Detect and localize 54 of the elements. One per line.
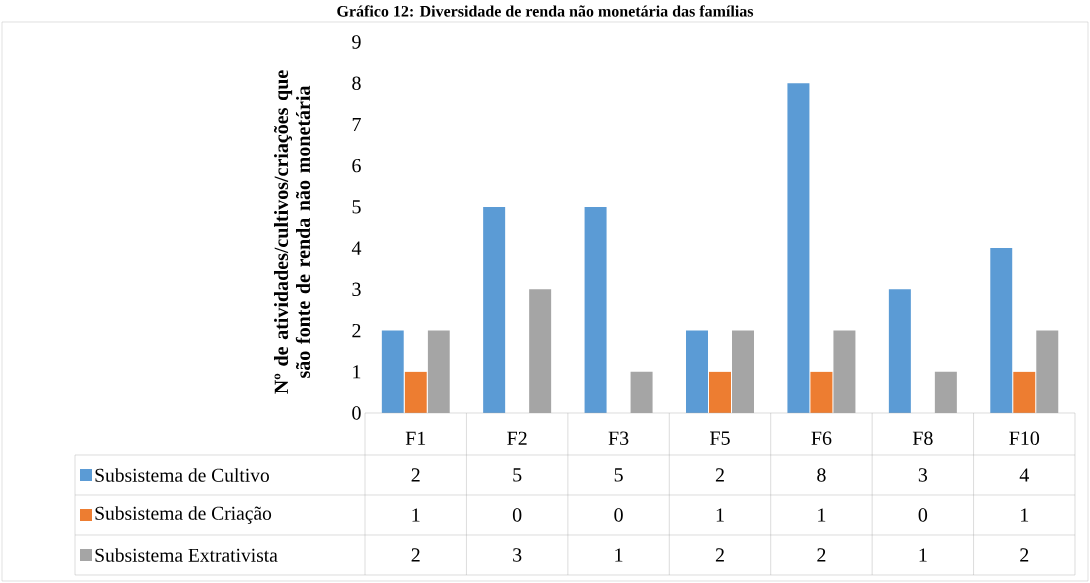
bar [1013, 371, 1036, 413]
data-label: 1 [716, 508, 724, 522]
bar [584, 206, 607, 413]
data-label: 5 [614, 468, 623, 482]
x-tick-label: F2 [507, 431, 527, 445]
x-tick-label: F8 [912, 431, 933, 445]
x-tick-label: F1 [405, 431, 426, 445]
y-tick-label: 4 [351, 241, 362, 255]
data-label: 1 [818, 508, 826, 522]
bar [483, 206, 506, 413]
y-tick-label: 7 [352, 117, 361, 131]
bar [990, 248, 1013, 413]
y-tick-label: 8 [352, 76, 361, 90]
bar [810, 371, 833, 413]
data-label: 1 [1021, 508, 1029, 522]
y-tick-label: 1 [353, 365, 361, 379]
data-label: 2 [715, 548, 724, 562]
data-label: 2 [411, 468, 420, 482]
data-label: 2 [411, 548, 420, 562]
data-label: 1 [412, 508, 420, 522]
y-tick-label: 9 [352, 35, 361, 49]
x-tick-label: F5 [710, 431, 730, 445]
data-label: 2 [1020, 548, 1029, 562]
data-label: 2 [817, 548, 826, 562]
data-label: 4 [1019, 468, 1029, 482]
x-tick-label: F10 [1009, 431, 1040, 445]
y-tick-label: 3 [352, 282, 361, 297]
y-tick-label: 0 [352, 406, 361, 420]
legend-label: Subsistema de Criação [95, 506, 272, 524]
legend-label: Subsistema Extrativista [95, 548, 278, 562]
data-label: 3 [513, 548, 522, 562]
y-tick-label: 2 [352, 323, 361, 338]
y-tick-label: 5 [352, 200, 361, 214]
data-label: 0 [918, 508, 928, 522]
data-label: 2 [715, 468, 724, 482]
bar [709, 371, 731, 413]
data-label: 0 [614, 508, 623, 522]
bar [404, 371, 427, 413]
data-label: 1 [919, 548, 927, 562]
chart-title: Gráfico 12: Diversidade de renda não monetária das famílias [337, 5, 754, 17]
bar [686, 330, 708, 413]
data-label: 3 [918, 468, 928, 482]
x-tick-label: F3 [608, 431, 629, 445]
x-tick-label: F6 [811, 431, 832, 445]
y-tick-label: 6 [352, 158, 361, 173]
bar [787, 83, 810, 413]
data-label: 0 [512, 508, 522, 522]
data-label: 8 [817, 468, 826, 482]
y-axis-title: Nº de atividades/cultivos/criações que são fonte de renda não monetária [273, 70, 311, 394]
legend-label: Subsistema de Cultivo [95, 468, 269, 482]
data-label: 5 [513, 468, 522, 482]
bar [381, 330, 404, 413]
data-label: 1 [615, 548, 623, 562]
bar [888, 289, 911, 413]
